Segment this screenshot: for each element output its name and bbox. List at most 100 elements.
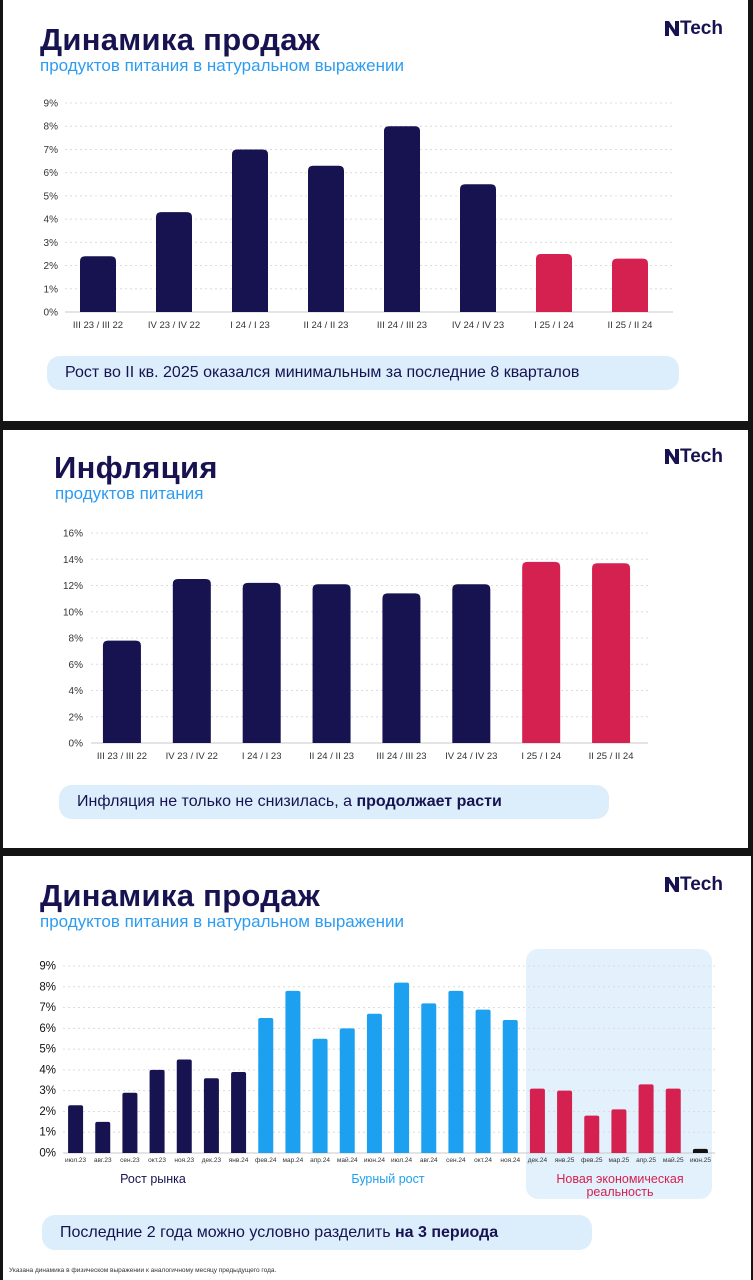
slide3-bar: [529, 1088, 545, 1153]
slide3-bar: [203, 1078, 219, 1153]
slide1-ytick-label: 7%: [44, 145, 59, 156]
slide2-callout-plain: Инфляция не только не снизилась, а: [77, 793, 357, 810]
slide1-bar: [460, 184, 496, 312]
slide3-bar: [68, 1105, 84, 1153]
slide3-category-label: мар.24: [283, 1157, 304, 1164]
slide3-bar: [366, 1013, 382, 1153]
slide3-callout-bold: на 3 периода: [395, 1223, 499, 1241]
slide3-bar: [665, 1088, 681, 1153]
slide3-bar: [95, 1121, 111, 1153]
slide1-category-label: IV 24 / IV 23: [452, 320, 504, 331]
slide-inflation: Инфляция продуктов питания Tech 0% 2% 4% 6%…: [3, 430, 748, 848]
slide2-category-label: IV 23 / IV 22: [166, 751, 218, 762]
slide1-callout: Рост во II кв. 2025 оказался минимальным…: [47, 356, 679, 390]
slide1-category-label: II 25 / II 24: [608, 320, 653, 331]
slide1-bar: [156, 212, 192, 312]
slide2-bar: [242, 582, 281, 743]
slide3-category-label: апр.24: [310, 1157, 330, 1164]
slide3-bar: [421, 1003, 437, 1153]
slide2-ytick-label: 2%: [69, 712, 84, 723]
slide3-bar: [176, 1059, 192, 1153]
slide2-category-label: III 24 / III 23: [376, 751, 426, 762]
slide2-category-label: II 24 / II 23: [309, 751, 354, 762]
slide1-category-label: I 25 / I 24: [534, 320, 574, 331]
slide3-bar-chart: 0% 1% 2% 3% 4% 5% 6% 7% 8% 9% июл.23 авг.23 сен.23 ок…: [39, 961, 715, 1164]
slide3-bar: [394, 982, 410, 1153]
slide3-category-label: май.25: [663, 1156, 684, 1164]
brand-logo: Tech: [665, 447, 723, 466]
slide3-footnote: Указана динамика в физическом выражении …: [9, 1267, 277, 1274]
brand-n-icon: [665, 877, 679, 892]
slide3-bar: [312, 1038, 328, 1153]
slide2-ytick-label: 14%: [63, 555, 83, 566]
slide3-callout: Последние 2 года можно условно разделить…: [42, 1215, 592, 1250]
slide3-callout-text: Последние 2 года можно условно разделить…: [60, 1224, 498, 1242]
slide3-bar: [611, 1109, 627, 1153]
slide2-bar: [522, 561, 561, 743]
slide3-ytick-label: 3%: [39, 1085, 56, 1097]
slide2-subtitle: продуктов питания: [55, 484, 204, 503]
slide2-bar: [172, 578, 211, 743]
slide1-category-label: II 24 / II 23: [304, 320, 349, 331]
slide1-bar: [232, 149, 268, 312]
slide2-bar: [312, 584, 351, 743]
slide3-category-label: сен.24: [446, 1157, 466, 1164]
brand-text: Tech: [680, 874, 723, 895]
slide2-category-label: I 24 / I 23: [242, 751, 282, 762]
slide3-category-label: июл.23: [65, 1157, 87, 1164]
slide3-bar: [231, 1071, 247, 1153]
period-label-market-growth: Рост рынка: [120, 1172, 186, 1186]
slide-sales-dynamics-monthly: Динамика продаж продуктов питания в нату…: [3, 856, 751, 1280]
brand-text: Tech: [680, 18, 723, 39]
slide2-category-label: I 25 / I 24: [521, 751, 561, 762]
slide1-bar-chart: 0% 1% 2% 3% 4% 5% 6% 7% 8% 9% III 23 / III 22 IV 23…: [44, 99, 673, 331]
slide1-bar: [384, 126, 420, 312]
slide3-ytick-label: 2%: [39, 1106, 56, 1118]
slide3-category-label: дек.23: [202, 1157, 222, 1164]
slide2-bar: [102, 640, 141, 743]
slide3-ytick-label: 1%: [39, 1127, 56, 1139]
slide2-ytick-label: 4%: [69, 686, 84, 697]
slide3-bar: [502, 1020, 518, 1153]
slide3-bar: [285, 990, 301, 1153]
slide2-bar: [382, 593, 421, 743]
slide2-bar: [452, 584, 491, 743]
slide1-bar: [308, 165, 344, 312]
slide2-ytick-label: 12%: [63, 581, 83, 592]
slide3-bar: [339, 1028, 355, 1153]
brand-logo: Tech: [665, 875, 723, 894]
slide1-ytick-label: 9%: [44, 99, 59, 110]
slide3-ytick-label: 9%: [39, 961, 56, 973]
slide1-ytick-label: 0%: [44, 308, 59, 319]
slide1-category-label: IV 23 / IV 22: [148, 320, 200, 331]
slide3-ytick-label: 4%: [39, 1064, 56, 1076]
slide3-category-label: ноя.24: [500, 1157, 520, 1164]
slide1-category-label: III 23 / III 22: [73, 320, 123, 331]
slide2-bar-chart: 0% 2% 4% 6% 8% 10% 12% 14% 16% III 23 / III 22 IV …: [63, 529, 648, 762]
slide2-category-label: III 23 / III 22: [97, 751, 147, 762]
slide1-bar: [612, 258, 648, 312]
slide-sales-dynamics-quarterly: Динамика продаж продуктов питания в нату…: [3, 0, 748, 421]
slide3-category-label: авг.24: [420, 1157, 438, 1164]
slide1-category-label: III 24 / III 23: [377, 320, 427, 331]
slide3-ytick-label: 0%: [39, 1148, 56, 1160]
slide1-callout-text: Рост во II кв. 2025 оказался минимальным…: [65, 364, 580, 381]
slide2-ytick-label: 0%: [69, 739, 84, 750]
slide3-callout-plain: Последние 2 года можно условно разделить: [60, 1223, 395, 1241]
slide3-bar: [149, 1069, 165, 1153]
slide2-title: Инфляция: [54, 450, 218, 485]
slide1-category-label: I 24 / I 23: [230, 320, 270, 331]
slide3-bar: [448, 990, 464, 1153]
slide3-category-label: янв.25: [555, 1157, 575, 1164]
slide3-category-label: мар.25: [609, 1157, 630, 1164]
slide3-bar: [638, 1084, 654, 1153]
slide1-title: Динамика продаж: [40, 22, 321, 57]
slide2-ytick-label: 16%: [63, 529, 83, 540]
slide3-bar: [692, 1148, 708, 1153]
slide3-category-label: апр.25: [636, 1157, 656, 1164]
slide2-callout-bold: продолжает расти: [356, 793, 502, 810]
slide3-bar: [557, 1090, 573, 1153]
brand-logo: Tech: [665, 19, 723, 38]
period-label-rapid-growth: Бурный рост: [351, 1172, 425, 1186]
slide2-ytick-label: 10%: [63, 607, 83, 618]
